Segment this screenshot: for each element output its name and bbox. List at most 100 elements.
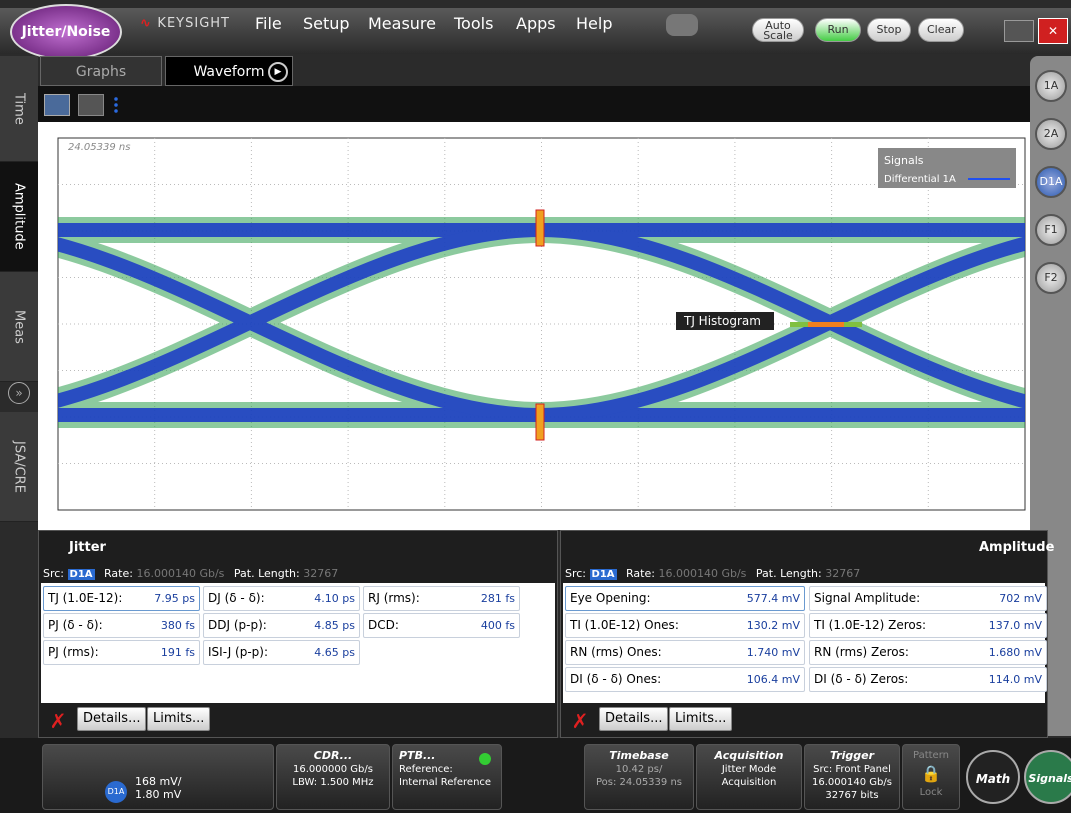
measurement[interactable]: RN (rms) Ones: 1.740 mV (565, 640, 805, 665)
lock-icon: 🔒 (921, 764, 941, 783)
measurement-label: RJ (rms): (368, 591, 420, 605)
timestamp: 24.05339 ns (68, 142, 130, 153)
rate-label: Rate: (626, 567, 655, 580)
status-text: 1.80 mV (135, 788, 182, 801)
menu-item[interactable]: Tools (454, 14, 494, 33)
annotation: TJ Histogram (683, 314, 761, 328)
measurement[interactable]: Signal Amplitude: 702 mV (809, 586, 1047, 611)
channel-box[interactable]: D1A 168 mV/1.80 mV (42, 744, 274, 810)
signals-button[interactable]: Signals (1024, 750, 1071, 804)
measurement[interactable]: RN (rms) Zeros: 1.680 mV (809, 640, 1047, 665)
channel-button[interactable]: F2 (1035, 262, 1067, 294)
channel-button[interactable]: D1A (1035, 166, 1067, 198)
brand: ∿ KEYSIGHT (140, 16, 230, 31)
camera-icon[interactable] (666, 14, 698, 36)
measurement[interactable]: RJ (rms): 281 fs (363, 586, 520, 611)
status-text: PTB... (399, 749, 436, 762)
toolbar-button[interactable]: Clear (918, 18, 964, 42)
measurement-label: RN (rms) Zeros: (814, 645, 909, 659)
panel-title[interactable]: Amplitude (979, 540, 1055, 555)
status-text: Acquisition (721, 777, 777, 788)
measurement-label: PJ (δ - δ): (48, 618, 103, 632)
src: D1A (589, 569, 617, 580)
side-tab[interactable]: JSA/CRE (0, 412, 38, 522)
annotation-box (676, 312, 774, 330)
measurement-label: DJ (δ - δ): (208, 591, 265, 605)
menu-item[interactable]: Apps (516, 14, 556, 33)
channel-button[interactable]: 2A (1035, 118, 1067, 150)
tab[interactable]: Graphs (40, 56, 162, 86)
channel-button[interactable]: 1A (1035, 70, 1067, 102)
panel-title[interactable]: Jitter (69, 540, 106, 555)
panel-button[interactable]: Limits... (147, 707, 211, 731)
trigger-box[interactable]: Trigger Src: Front Panel 16.000140 Gb/s 327… (804, 744, 900, 810)
status-text: Acquisition (714, 749, 784, 762)
measurement[interactable]: DDJ (p-p): 4.85 ps (203, 613, 360, 638)
measurement-value: 4.65 ps (314, 646, 355, 659)
panel: Amplitude Src: D1A Rate: 16.000140 Gb/s P… (560, 530, 1054, 738)
rate: 16.000140 Gb/s (136, 567, 225, 580)
pattern-box[interactable]: Pattern 🔒 Lock (902, 744, 960, 810)
view-single[interactable] (44, 94, 70, 116)
menu-item[interactable]: Help (576, 14, 613, 33)
measurement[interactable]: DCD: 400 fs (363, 613, 520, 638)
measurement[interactable]: DI (δ - δ) Zeros: 114.0 mV (809, 667, 1047, 692)
measurement-label: Signal Amplitude: (814, 591, 921, 605)
measurement-value: 380 fs (160, 619, 195, 632)
side-tab[interactable]: Time (0, 56, 38, 162)
panel-button[interactable]: Details... (599, 707, 669, 731)
measurement[interactable]: TI (1.0E-12) Zeros: 137.0 mV (809, 613, 1047, 638)
measurement[interactable]: ISI-J (p-p): 4.65 ps (203, 640, 360, 665)
status-text: LBW: 1.500 MHz (292, 777, 374, 788)
measurement-value: 281 fs (480, 592, 515, 605)
side-tab[interactable]: Amplitude (0, 162, 38, 272)
math-button[interactable]: Math (966, 750, 1020, 804)
measurement[interactable]: PJ (rms): 191 fs (43, 640, 200, 665)
channel-button[interactable]: F1 (1035, 214, 1067, 246)
close[interactable]: ✕ (1038, 18, 1068, 44)
timebase-box[interactable]: Timebase 10.42 ps/Pos: 24.05339 ns (584, 744, 694, 810)
ptb-box[interactable]: PTB... Reference: Internal Reference (392, 744, 502, 810)
measurement[interactable]: DI (δ - δ) Ones: 106.4 mV (565, 667, 805, 692)
app-badge[interactable]: Jitter/Noise (10, 4, 122, 60)
side-tab[interactable]: Meas (0, 272, 38, 382)
status-text: Pattern (913, 750, 949, 761)
marker (535, 209, 545, 247)
panel-button[interactable]: Details... (77, 707, 147, 731)
rate: 16.000140 Gb/s (658, 567, 747, 580)
menu-item[interactable]: Measure (368, 14, 436, 33)
cdr-box[interactable]: CDR... 16.000000 Gb/s LBW: 1.500 MHz (276, 744, 390, 810)
menu-item[interactable]: File (255, 14, 282, 33)
measurement[interactable]: TI (1.0E-12) Ones: 130.2 mV (565, 613, 805, 638)
status-text: Src: Front Panel (813, 764, 891, 775)
measurement-value: 400 fs (480, 619, 515, 632)
toolbar-button[interactable]: Stop (867, 18, 911, 42)
toolbar-button[interactable]: Auto Scale (752, 18, 804, 42)
clear-icon: ✗ (49, 709, 67, 733)
measurement[interactable]: DJ (δ - δ): 4.10 ps (203, 586, 360, 611)
measurement[interactable]: TJ (1.0E-12): 7.95 ps (43, 586, 200, 611)
src-label: Src: (43, 567, 65, 580)
minimize[interactable] (1004, 20, 1034, 42)
side-tab-label: Meas (11, 309, 27, 344)
panel-button[interactable]: Limits... (669, 707, 733, 731)
pat: 32767 (303, 567, 339, 580)
measurement[interactable]: PJ (δ - δ): 380 fs (43, 613, 200, 638)
acquisition-box[interactable]: Acquisition Jitter Mode Acquisition (696, 744, 802, 810)
measurement-label: TI (1.0E-12) Ones: (570, 618, 679, 632)
menu-item[interactable]: Setup (303, 14, 350, 33)
measurement-label: DI (δ - δ) Ones: (570, 672, 662, 686)
status-text: Internal Reference (399, 777, 492, 788)
more[interactable] (113, 96, 119, 114)
source-line: Src: D1A Rate: 16.000140 Gb/s Pat. Lengt… (43, 567, 338, 580)
measurement-label: Eye Opening: (570, 591, 651, 605)
pat: 32767 (825, 567, 861, 580)
status-text: Jitter Mode (721, 764, 777, 775)
toolbar (38, 86, 1030, 122)
toolbar-button[interactable]: Run (815, 18, 861, 42)
measurement[interactable]: Eye Opening: 577.4 mV (565, 586, 805, 611)
side-tab-label: Amplitude (11, 183, 27, 250)
view-split[interactable] (78, 94, 104, 116)
measurement-value: 1.740 mV (746, 646, 800, 659)
